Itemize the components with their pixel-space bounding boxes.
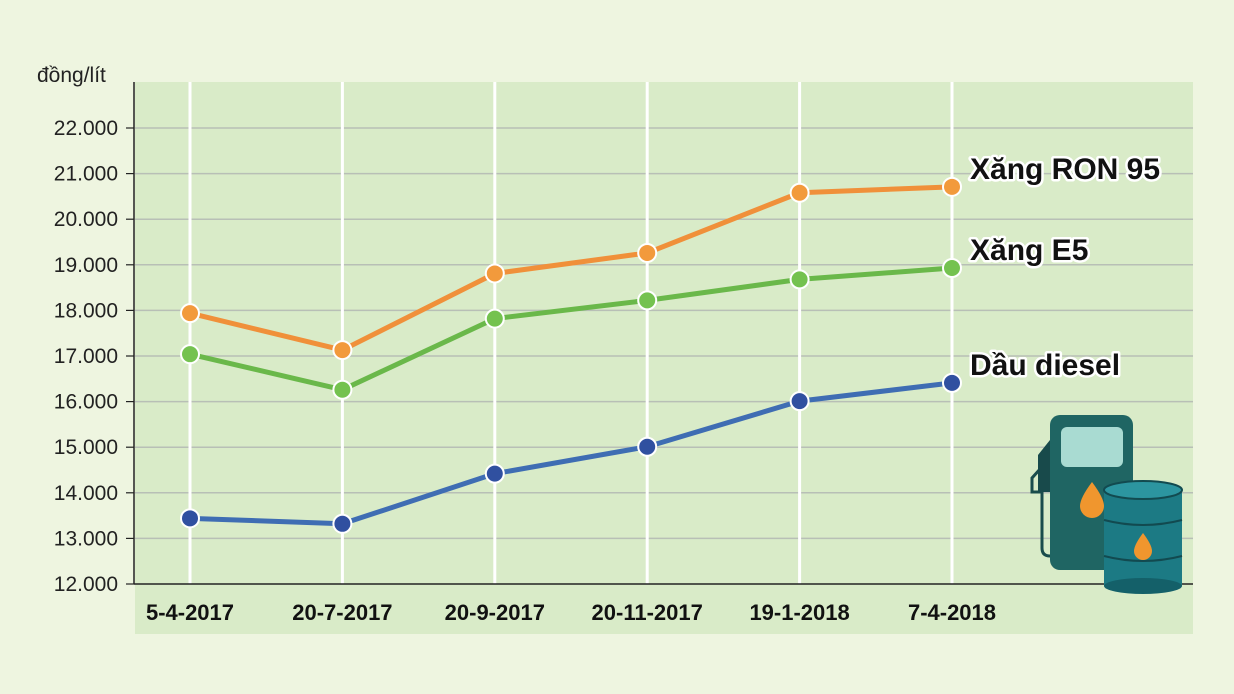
data-point [484,263,505,284]
y-ticks: 12.000 13.000 14.000 15.000 16.000 17.000 18.0… [54,117,134,596]
y-tick-label: 20.000 [54,208,118,231]
x-tick-label: 19-1-2018 [749,600,849,625]
data-point [484,463,505,484]
y-tick-label: 12.000 [54,573,118,596]
x-tick-label: 20-7-2017 [292,600,392,625]
series-1 [180,257,962,400]
data-point [332,513,353,534]
y-tick-label: 22.000 [54,117,118,140]
data-point [789,391,810,412]
x-ticks: 5-4-2017 20-7-2017 20-9-2017 20-11-2017 19-1… [146,600,996,625]
series-label: Xăng RON 95 [970,153,1160,186]
data-point [637,290,658,311]
series-line [187,184,955,353]
data-point [180,344,200,365]
x-tick-label: 5-4-2017 [146,600,234,625]
grid [135,82,1193,584]
oil-barrel-icon [1103,480,1183,594]
x-tick-label: 20-11-2017 [592,600,703,625]
data-point [789,182,810,203]
y-tick-label: 21.000 [54,163,118,186]
data-point [942,257,962,278]
series-2 [180,372,962,534]
data-point [332,340,353,361]
y-tick-label: 19.000 [54,254,118,277]
data-point [180,303,200,324]
x-tick-label: 20-9-2017 [445,600,545,625]
data-point [637,436,658,457]
series-labels: Dầu diesel Xăng E5 Xăng RON 95 [968,150,1163,384]
y-tick-label: 18.000 [54,299,118,322]
data-point [942,176,962,197]
y-tick-label: 14.000 [54,482,118,505]
data-point [332,379,353,400]
y-tick-label: 17.000 [54,345,118,368]
series-label: Xăng E5 [970,234,1088,267]
y-tick-label: 15.000 [54,436,118,459]
data-point [180,508,200,529]
series-line [187,265,955,393]
series-label: Dầu diesel [970,349,1120,382]
series [180,176,962,534]
y-tick-label: 13.000 [54,527,118,550]
x-tick-label: 7-4-2018 [908,600,996,625]
y-tick-label: 16.000 [54,391,118,414]
series-line [187,380,955,527]
data-point [484,308,505,329]
y-axis-unit-label: đồng/lít [37,64,106,87]
data-point [789,269,810,290]
data-point [637,242,658,263]
data-point [942,372,962,393]
series-0 [180,176,962,361]
